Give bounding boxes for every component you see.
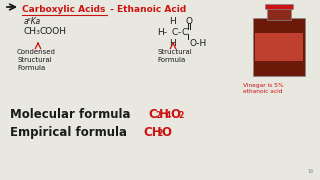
- Text: O: O: [161, 126, 171, 139]
- Text: CH: CH: [24, 27, 37, 36]
- Text: 2: 2: [157, 129, 162, 138]
- Text: O: O: [186, 17, 193, 26]
- Text: H: H: [170, 17, 176, 26]
- Text: Structural
Formula: Structural Formula: [157, 49, 192, 63]
- Text: CH: CH: [143, 126, 162, 139]
- Text: C: C: [171, 28, 177, 37]
- Bar: [255, 33, 303, 61]
- Text: O-H: O-H: [189, 39, 206, 48]
- Text: Vinegar is 5%
ethanoic acid: Vinegar is 5% ethanoic acid: [243, 83, 284, 94]
- Text: C: C: [148, 108, 157, 121]
- Bar: [265, 4, 293, 9]
- Text: O: O: [170, 108, 180, 121]
- Text: C: C: [182, 28, 188, 37]
- Text: COOH: COOH: [39, 27, 66, 36]
- Text: Carboxylic Acids: Carboxylic Acids: [22, 5, 105, 14]
- Text: H: H: [170, 39, 176, 48]
- Text: 2: 2: [178, 111, 183, 120]
- Text: Condensed
Structural
Formula: Condensed Structural Formula: [17, 49, 56, 71]
- Text: 2: 2: [155, 111, 160, 120]
- Text: -: -: [178, 28, 181, 37]
- Text: H-: H-: [157, 28, 167, 37]
- Text: H: H: [159, 108, 169, 121]
- Text: Empirical formula: Empirical formula: [10, 126, 127, 139]
- Text: 4: 4: [166, 111, 171, 120]
- Text: 16: 16: [308, 169, 314, 174]
- Text: Molecular formula: Molecular formula: [10, 108, 131, 121]
- Text: aᴷKa: aᴷKa: [24, 17, 41, 26]
- Text: 3: 3: [36, 30, 40, 35]
- Bar: [267, 6, 291, 20]
- Bar: [253, 18, 305, 76]
- Text: - Ethanoic Acid: - Ethanoic Acid: [107, 5, 186, 14]
